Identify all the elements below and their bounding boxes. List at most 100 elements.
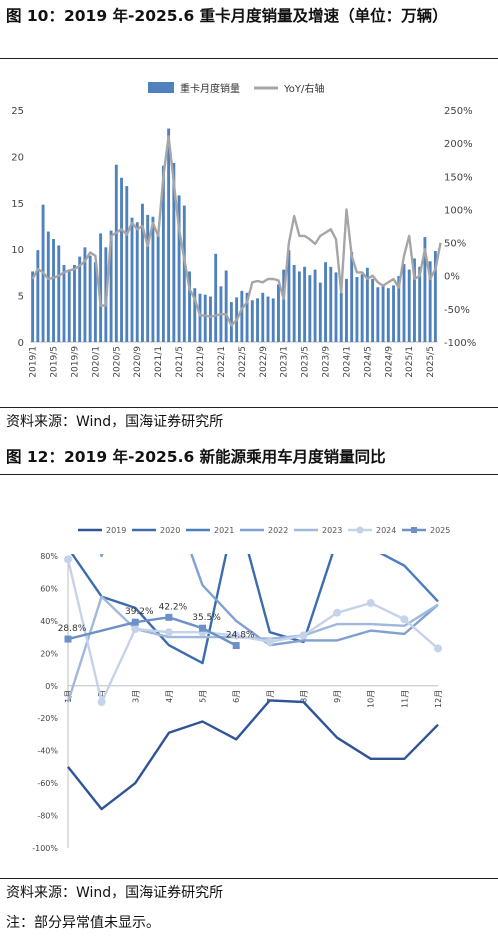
sales-bar [287,250,291,342]
right-tick-label: -100% [444,338,476,349]
y-tick-label: 0% [45,682,58,691]
y-tick-label: -100% [32,844,58,853]
sales-bar [433,251,437,342]
legend-marker-2025 [411,527,417,533]
x-tick-label: 12月 [434,690,443,708]
x-tick-label: 9月 [333,690,342,703]
sales-bar [339,292,343,342]
left-tick-label: 15 [11,199,24,210]
figure-10-title: 图 10：2019 年-2025.6 重卡月度销量及增速（单位：万辆） [6,7,448,25]
sales-bar [371,278,375,342]
point-2024 [366,599,375,608]
sales-bar [83,247,87,342]
figure-12-source: 资料来源：Wind，国海证券研究所 [6,885,224,901]
x-tick-label: 2021/5 [175,346,185,378]
x-tick-label: 2020/1 [91,346,101,378]
x-tick-label: 6月 [232,690,241,703]
sales-bar [308,275,312,342]
sales-bar [114,164,118,342]
sales-bar [303,266,307,342]
sales-bar [392,285,395,342]
sales-bar [365,267,369,342]
sales-bar [277,284,280,342]
sales-bar [135,222,139,342]
line-2022 [99,554,439,647]
left-tick-label: 10 [11,245,24,256]
sales-bar [125,186,129,342]
data-label-2025: 24.8% [226,631,255,641]
right-tick-label: -50% [444,305,470,316]
x-tick-label: 2022/9 [259,346,269,378]
sales-bar [250,300,254,342]
x-tick-label: 5月 [199,690,208,703]
figure-12-top-rule [0,474,498,475]
sales-bar [31,271,35,342]
yoy-line [31,135,442,327]
right-tick-label: 200% [444,139,473,150]
sales-bar [334,272,338,342]
x-tick-label: 1月 [64,690,73,703]
x-tick-label: 4月 [165,690,174,703]
figure-12-title: 图 12：2019 年-2025.6 新能源乘用车月度销量同比 [6,448,386,466]
left-tick-label: 20 [11,152,24,163]
sales-bar [151,216,155,342]
legend-marker-2024 [356,526,364,534]
sales-bar [193,288,197,342]
sales-bar [167,128,171,342]
left-tick-label: 5 [18,292,24,303]
sales-bar [428,261,432,342]
sales-bar [214,253,218,342]
point-2025 [232,642,240,650]
x-tick-label: 3月 [131,690,140,703]
sales-bar [93,262,97,342]
point-2025 [131,618,139,626]
right-tick-label: 150% [444,172,473,183]
sales-bar [229,302,233,342]
x-tick-label: 2020/5 [112,346,122,378]
figure-12-note: 注：部分异常值未显示。 [6,915,160,931]
legend-label-2025: 2025 [430,526,450,535]
sales-bar [318,282,322,342]
sales-bar [203,294,207,342]
sales-bar [198,293,202,342]
x-tick-label: 7月 [266,690,275,703]
sales-bar [324,262,327,342]
sales-bar [423,237,427,342]
sales-bar [418,266,422,342]
legend-label-yoy: YoY/右轴 [283,82,324,95]
legend-label-2019: 2019 [106,526,126,535]
line-2021 [379,554,439,603]
right-tick-label: 100% [444,205,473,216]
data-label-2025: 28.8% [58,624,87,634]
y-tick-label: -20% [37,714,58,723]
figure-12-bottom-rule [0,878,498,879]
point-2024 [400,615,409,624]
x-tick-label: 2019/5 [50,346,60,378]
left-tick-label: 0 [18,338,24,349]
sales-bar [172,162,176,342]
sales-bar [67,270,71,342]
sales-bar [177,195,181,342]
x-tick-label: 2025/1 [405,346,415,378]
sales-bar [209,296,212,342]
figure-10-source: 资料来源：Wind，国海证券研究所 [6,414,224,430]
sales-bar [292,264,296,342]
sales-bar [345,278,348,342]
sales-bar [266,296,270,342]
y-tick-label: 80% [40,552,58,561]
sales-bar [52,238,55,342]
sales-bar [188,271,191,342]
point-2024 [131,625,140,633]
sales-bar [146,214,150,342]
point-2024 [164,628,173,637]
point-2024 [64,555,72,564]
x-tick-label: 2021/9 [196,346,206,378]
point-2025 [64,635,72,643]
sales-bar [88,255,92,342]
x-tick-label: 2022/5 [238,346,248,378]
point-2024 [434,644,442,653]
sales-bar [355,277,359,342]
nev-yoy-chart: 2019 2020 2021 2022 2023 2024 2025 -100% -80% -60… [32,526,450,853]
legend-label-2024: 2024 [376,526,396,535]
figure-10-bottom-rule [0,407,498,408]
